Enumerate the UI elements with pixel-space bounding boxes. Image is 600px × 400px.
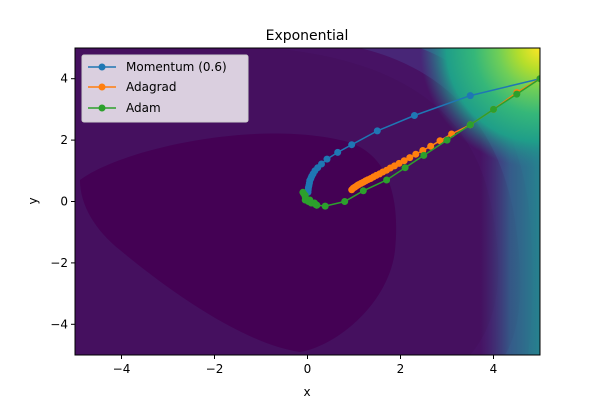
- y-tick-label: 2: [60, 133, 68, 147]
- legend-label-momentum: Momentum (0.6): [126, 60, 227, 74]
- y-axis-label: y: [26, 197, 40, 204]
- point-adagrad: [406, 154, 414, 162]
- point-momentum-0-6: [410, 112, 418, 119]
- point-adam: [513, 90, 521, 98]
- series-layer: [299, 75, 540, 210]
- point-adam: [420, 151, 428, 159]
- point-adam: [401, 164, 409, 172]
- point-adam: [301, 196, 309, 204]
- legend-label-adam: Adam: [126, 101, 161, 115]
- point-adam: [383, 176, 391, 184]
- y-tick-label: 0: [60, 195, 68, 209]
- legend-entry-adagrad: Adagrad: [88, 80, 177, 94]
- y-tick-label: −2: [50, 256, 68, 270]
- x-tick-label: 4: [490, 362, 498, 376]
- contour-basin: [80, 133, 397, 352]
- point-adam: [321, 202, 329, 210]
- legend-entry-momentum: Momentum (0.6): [88, 60, 227, 74]
- point-adagrad: [348, 186, 356, 194]
- point-momentum-0-6: [334, 148, 342, 156]
- x-tick-label: −4: [113, 362, 131, 376]
- chart-title: Exponential: [266, 28, 349, 44]
- point-adam: [466, 121, 474, 129]
- point-adagrad: [412, 150, 420, 158]
- x-tick-label: −2: [206, 362, 224, 376]
- legend-box: [81, 54, 249, 123]
- point-momentum-0-6: [466, 92, 474, 100]
- x-axis-label: x: [303, 385, 310, 399]
- point-momentum-0-6: [373, 127, 381, 135]
- point-adam: [359, 187, 367, 195]
- ticks-layer: −4 −2 0 2 4 −4 −2 0 2 4: [50, 72, 497, 376]
- y-tick-label: −4: [50, 317, 68, 331]
- point-adam: [536, 75, 540, 83]
- point-adam: [490, 105, 497, 113]
- x-tick-label: 2: [397, 362, 405, 376]
- legend-marker-adagrad: [98, 83, 106, 91]
- y-tick-label: 4: [60, 72, 68, 86]
- point-momentum-0-6: [348, 141, 356, 149]
- legend-label-adagrad: Adagrad: [126, 80, 177, 94]
- point-adam: [443, 136, 451, 144]
- legend-marker-momentum: [98, 63, 106, 71]
- point-momentum-0-6: [323, 155, 331, 163]
- point-adagrad: [427, 142, 435, 150]
- point-adagrad: [436, 137, 444, 145]
- legend-marker-adam: [98, 104, 106, 112]
- legend-entry-adam: Adam: [88, 101, 161, 115]
- legend: Momentum (0.6) Adagrad Adam: [81, 54, 249, 123]
- x-tick-label: 0: [304, 362, 312, 376]
- point-adam: [341, 198, 349, 205]
